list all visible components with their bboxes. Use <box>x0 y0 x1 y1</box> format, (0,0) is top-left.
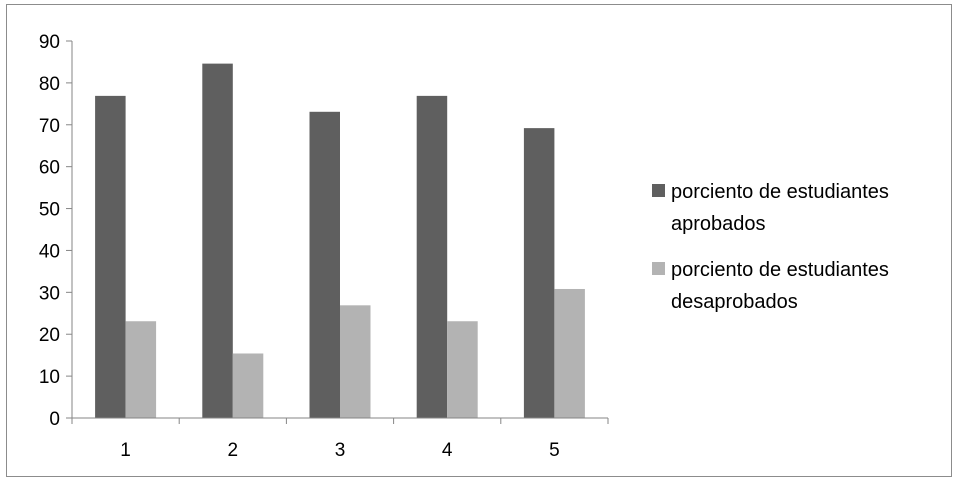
legend-label-series-1: porciento de estudiantes <box>671 181 889 203</box>
y-tick-label: 80 <box>39 74 60 95</box>
bar-series-2-cat-4 <box>447 321 478 418</box>
bar-series-1-cat-3 <box>309 111 340 418</box>
y-tick-label: 20 <box>39 325 60 346</box>
legend-swatch-series-1 <box>652 184 665 197</box>
y-tick-label: 0 <box>49 409 60 430</box>
x-tick-label: 2 <box>228 440 239 461</box>
legend-label-series-1: aprobados <box>671 213 766 235</box>
bar-series-1-cat-1 <box>95 95 126 418</box>
y-tick-label: 40 <box>39 241 60 262</box>
y-tick-label: 50 <box>39 200 60 221</box>
x-tick-label: 5 <box>549 440 560 461</box>
legend-swatch-series-2 <box>652 262 665 275</box>
y-tick-label: 30 <box>39 283 60 304</box>
bar-series-2-cat-5 <box>554 288 585 418</box>
bar-series-1-cat-5 <box>523 128 555 418</box>
legend-label-series-2: porciento de estudiantes <box>671 259 889 281</box>
bar-series-2-cat-1 <box>125 321 157 418</box>
bar-series-2-cat-2 <box>232 353 264 418</box>
x-tick-label: 1 <box>120 440 131 461</box>
bar-series-1-cat-4 <box>416 95 448 418</box>
chart-frame <box>6 4 952 477</box>
y-tick-label: 90 <box>39 32 60 53</box>
y-tick-label: 10 <box>39 367 60 388</box>
y-tick-label: 60 <box>39 158 60 179</box>
x-tick-label: 4 <box>442 440 453 461</box>
y-tick-label: 70 <box>39 116 60 137</box>
bar-series-1-cat-2 <box>202 63 233 419</box>
x-tick-label: 3 <box>335 440 346 461</box>
legend-label-series-2: desaprobados <box>671 291 798 313</box>
bar-series-2-cat-3 <box>340 305 371 418</box>
